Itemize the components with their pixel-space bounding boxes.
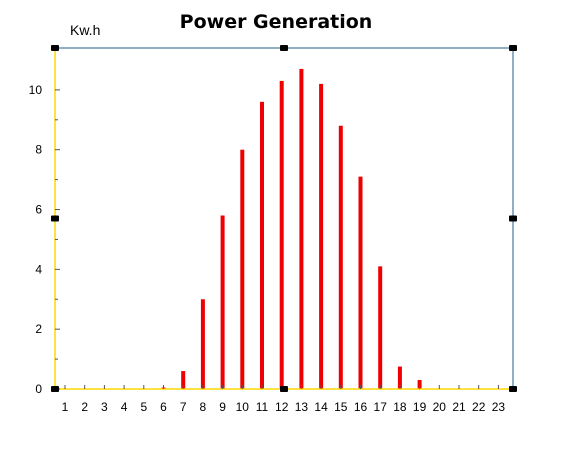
resize-handle-sw[interactable] [51, 386, 59, 392]
x-tick-label-4: 4 [121, 400, 128, 414]
x-tick-label-7: 7 [180, 400, 187, 414]
bar-series [161, 68, 422, 390]
resize-handle-s[interactable] [280, 386, 288, 392]
bar-hour-17 [378, 266, 383, 389]
y-tick-label-2: 2 [35, 322, 42, 336]
x-tick-label-11: 11 [256, 400, 269, 414]
x-tick-label-21: 21 [452, 400, 466, 414]
bar-hour-14 [319, 83, 324, 389]
x-tick-label-10: 10 [236, 400, 250, 414]
x-tick-label-18: 18 [393, 400, 407, 414]
resize-handle-ne[interactable] [509, 45, 517, 51]
x-tick-label-6: 6 [160, 400, 167, 414]
bar-hour-11 [260, 101, 264, 389]
x-tick-label-1: 1 [62, 400, 69, 414]
x-tick-label-17: 17 [374, 400, 388, 414]
x-tick-label-2: 2 [81, 400, 88, 414]
bar-hour-8 [200, 299, 205, 389]
x-tick-label-20: 20 [433, 400, 447, 414]
y-tick-label-6: 6 [35, 203, 42, 217]
x-tick-label-14: 14 [314, 400, 328, 414]
y-tick-label-8: 8 [35, 143, 42, 157]
x-tick-label-9: 9 [219, 400, 226, 414]
x-tick-label-22: 22 [472, 400, 486, 414]
x-tick-label-5: 5 [140, 400, 147, 414]
bar-hour-15 [338, 125, 343, 390]
resize-handle-e[interactable] [509, 215, 517, 222]
y-tick-label-10: 10 [29, 83, 43, 97]
resize-handle-w[interactable] [51, 215, 59, 222]
x-tick-label-16: 16 [354, 400, 368, 414]
x-tick-label-15: 15 [334, 400, 348, 414]
x-tick-label-13: 13 [295, 400, 309, 414]
chart-title: Power Generation [180, 11, 373, 33]
bar-hour-19 [417, 380, 422, 389]
x-tick-label-8: 8 [200, 400, 207, 414]
bar-hour-12 [279, 80, 284, 390]
resize-handle-se[interactable] [509, 386, 517, 392]
bar-hour-9 [220, 215, 225, 389]
x-tick-label-12: 12 [275, 400, 289, 414]
y-tick-label-0: 0 [35, 382, 42, 396]
bar-hour-10 [240, 149, 245, 389]
x-tick-label-23: 23 [492, 400, 506, 414]
bar-hour-13 [299, 68, 304, 389]
bar-hour-7 [181, 371, 186, 389]
y-tick-label-4: 4 [35, 262, 42, 276]
resize-handle-nw[interactable] [51, 45, 59, 51]
bar-hour-16 [358, 176, 363, 389]
x-tick-label-19: 19 [413, 400, 427, 414]
selection-handles[interactable] [51, 45, 517, 392]
y-unit-label: Kw.h [70, 22, 100, 38]
resize-handle-n[interactable] [280, 45, 288, 51]
bar-hour-18 [397, 366, 402, 389]
plot-frame [55, 47, 514, 389]
x-tick-label-3: 3 [101, 400, 108, 414]
